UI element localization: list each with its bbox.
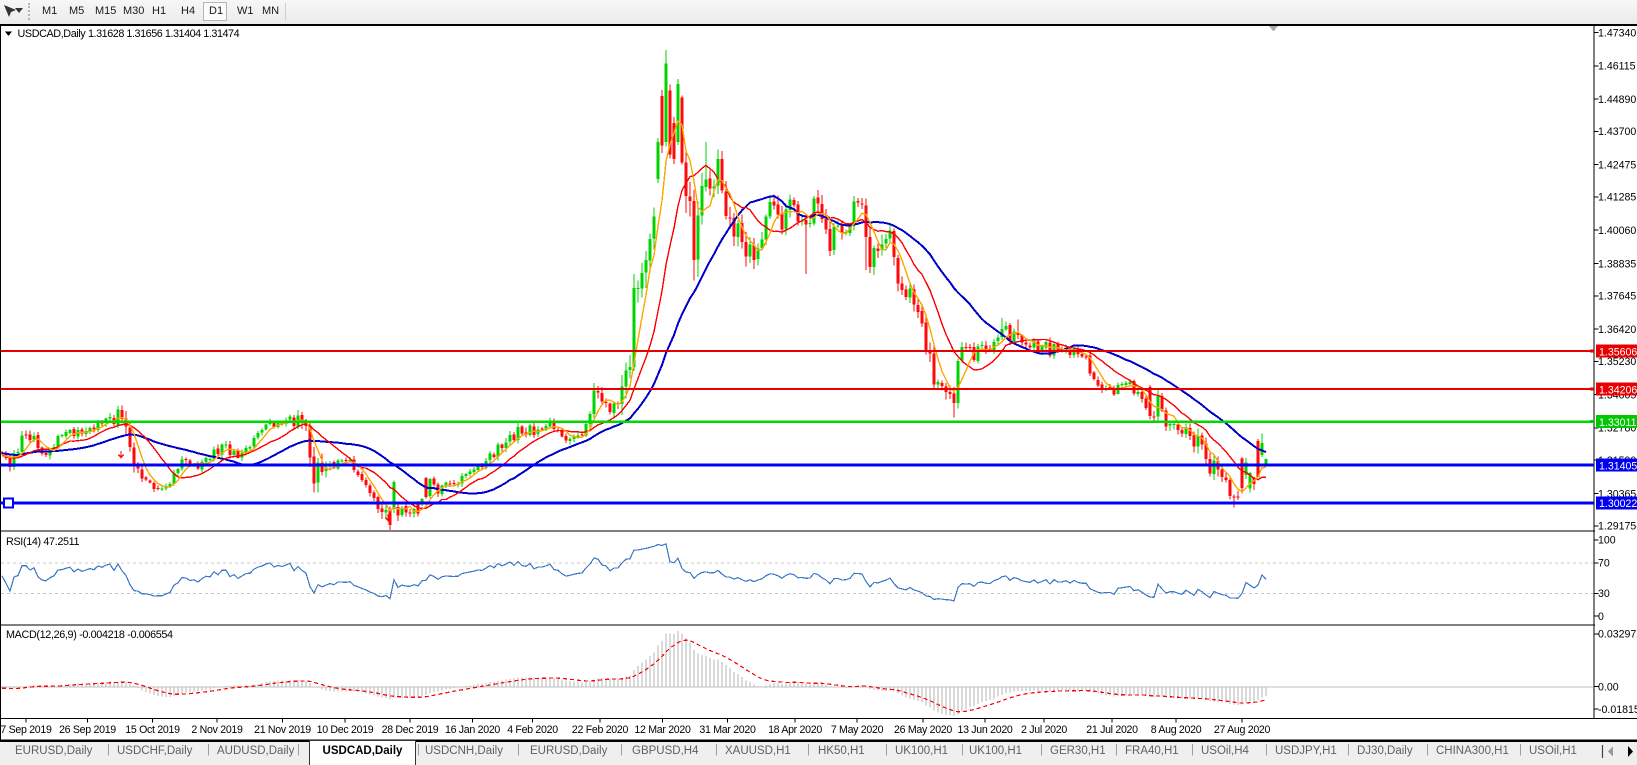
svg-text:1.41285: 1.41285	[1598, 192, 1636, 204]
svg-text:70: 70	[1598, 558, 1610, 570]
svg-text:1.47340: 1.47340	[1598, 27, 1636, 39]
svg-text:1.29175: 1.29175	[1598, 521, 1636, 533]
svg-text:0: 0	[1598, 611, 1604, 623]
svg-text:1.31405: 1.31405	[1599, 460, 1637, 472]
svg-text:1.43700: 1.43700	[1598, 126, 1636, 138]
svg-text:16 Jan 2020: 16 Jan 2020	[445, 724, 500, 736]
svg-text:26 May 2020: 26 May 2020	[894, 724, 952, 736]
svg-text:13 Jun 2020: 13 Jun 2020	[957, 724, 1012, 736]
svg-text:30: 30	[1598, 588, 1610, 600]
svg-text:21 Jul 2020: 21 Jul 2020	[1086, 724, 1138, 736]
svg-text:1.42475: 1.42475	[1598, 159, 1636, 171]
svg-text:1.35606: 1.35606	[1599, 346, 1637, 358]
svg-text:1.30022: 1.30022	[1599, 498, 1637, 510]
svg-text:MACD(12,26,9) -0.004218 -0.006: MACD(12,26,9) -0.004218 -0.006554	[6, 629, 173, 641]
svg-text:18 Apr 2020: 18 Apr 2020	[768, 724, 822, 736]
svg-text:1.46115: 1.46115	[1598, 61, 1636, 73]
svg-text:28 Dec 2019: 28 Dec 2019	[382, 724, 439, 736]
svg-text:1.36420: 1.36420	[1598, 324, 1636, 336]
svg-text:10 Dec 2019: 10 Dec 2019	[317, 724, 374, 736]
svg-text:USDCAD,Daily: USDCAD,Daily	[18, 28, 87, 40]
svg-text:7 May 2020: 7 May 2020	[831, 724, 884, 736]
svg-text:15 Oct 2019: 15 Oct 2019	[125, 724, 180, 736]
svg-text:1.35230: 1.35230	[1598, 356, 1636, 368]
svg-text:1.40060: 1.40060	[1598, 225, 1636, 237]
svg-text:100: 100	[1598, 535, 1616, 547]
svg-text:1.44890: 1.44890	[1598, 94, 1636, 106]
svg-text:12 Mar 2020: 12 Mar 2020	[634, 724, 691, 736]
svg-text:26 Sep 2019: 26 Sep 2019	[59, 724, 116, 736]
svg-text:1.33011: 1.33011	[1599, 417, 1637, 429]
svg-text:RSI(14) 47.2511: RSI(14) 47.2511	[6, 536, 80, 548]
svg-text:0.00: 0.00	[1598, 682, 1619, 694]
svg-text:4 Feb 2020: 4 Feb 2020	[507, 724, 558, 736]
svg-text:2 Nov 2019: 2 Nov 2019	[191, 724, 243, 736]
svg-text:1.34206: 1.34206	[1599, 384, 1637, 396]
svg-text:1.38835: 1.38835	[1598, 258, 1636, 270]
svg-text:21 Nov 2019: 21 Nov 2019	[254, 724, 311, 736]
svg-text:27 Aug 2020: 27 Aug 2020	[1214, 724, 1271, 736]
svg-text:31 Mar 2020: 31 Mar 2020	[699, 724, 756, 736]
svg-text:7 Sep 2019: 7 Sep 2019	[0, 724, 52, 736]
svg-text:22 Feb 2020: 22 Feb 2020	[572, 724, 629, 736]
svg-text:8 Aug 2020: 8 Aug 2020	[1151, 724, 1202, 736]
svg-text:1.31628 1.31656 1.31404 1.3147: 1.31628 1.31656 1.31404 1.31474	[88, 28, 240, 40]
svg-text:1.37645: 1.37645	[1598, 291, 1636, 303]
svg-text:2 Jul 2020: 2 Jul 2020	[1021, 724, 1067, 736]
svg-text:0.032972: 0.032972	[1598, 629, 1637, 641]
svg-text:-0.018154: -0.018154	[1598, 704, 1637, 716]
